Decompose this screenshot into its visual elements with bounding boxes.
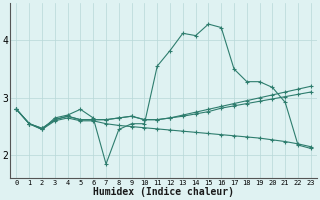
X-axis label: Humidex (Indice chaleur): Humidex (Indice chaleur)	[93, 187, 234, 197]
